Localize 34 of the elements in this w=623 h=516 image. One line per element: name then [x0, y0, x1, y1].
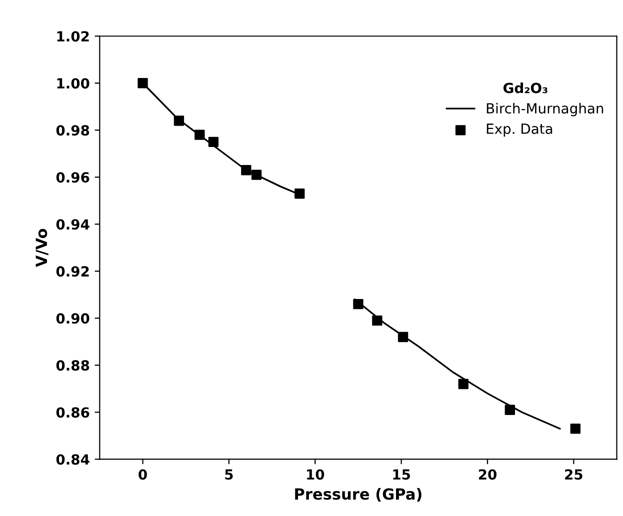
y-tick-label: 0.92 [56, 266, 89, 277]
point [294, 188, 305, 199]
y-tick-label: 0.98 [56, 125, 90, 136]
y-tick-label: 1.02 [57, 31, 89, 42]
point [353, 299, 364, 310]
legend-label: Birch-Murnaghan [486, 102, 604, 116]
x-tick-label: 0 [138, 469, 147, 480]
y-tick-label: 0.94 [56, 219, 90, 230]
point [458, 378, 468, 390]
point [138, 78, 148, 88]
point [174, 116, 184, 126]
point [504, 404, 515, 415]
x-tick-label: 5 [225, 469, 233, 480]
point [398, 332, 408, 342]
legend-label: Exp. Data [486, 124, 552, 137]
point [570, 424, 580, 434]
y-tick-label: 0.84 [56, 454, 90, 465]
legend-title: Gd₂O₃ [503, 82, 548, 94]
y-tick-label: 1.00 [57, 78, 90, 89]
x-tick-label: 25 [565, 469, 582, 480]
x-tick-label: 15 [393, 469, 410, 480]
x-tick-label: 10 [307, 469, 324, 480]
point [194, 130, 205, 140]
point [241, 165, 252, 176]
y-axis-title: V/Vo [36, 228, 48, 268]
y-tick-label: 0.86 [56, 407, 90, 418]
point [372, 315, 382, 326]
point [251, 170, 262, 180]
y-tick-label: 0.88 [56, 360, 90, 371]
x-tick-label: 20 [478, 469, 496, 480]
x-axis-title: Pressure (GPa) [295, 488, 422, 502]
y-tick-label: 0.90 [56, 313, 90, 324]
y-tick-label: 0.96 [56, 172, 90, 183]
point [208, 136, 219, 147]
